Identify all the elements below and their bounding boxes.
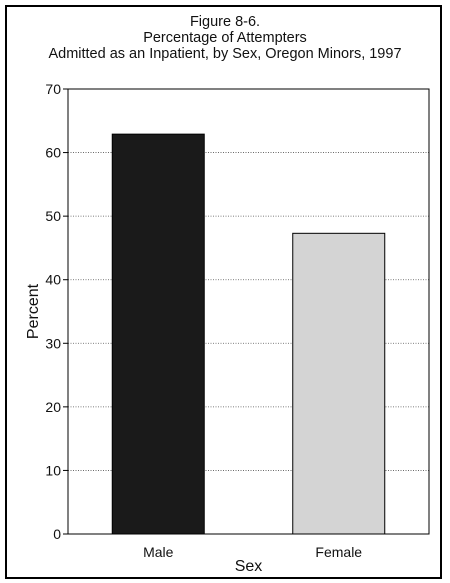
x-axis-label: Sex bbox=[235, 558, 263, 575]
bar-female bbox=[292, 232, 386, 535]
y-tick-label: 40 bbox=[45, 272, 61, 288]
bar-male bbox=[111, 133, 205, 535]
y-axis-label: Percent bbox=[25, 283, 42, 339]
y-tick-label: 70 bbox=[45, 81, 61, 97]
y-tick-label: 30 bbox=[45, 335, 61, 351]
y-tick-label: 20 bbox=[45, 399, 61, 415]
bars bbox=[111, 133, 386, 535]
chart-subtitle-line-1: Percentage of Attempters bbox=[143, 30, 307, 46]
axes: 0 10 20 30 40 50 60 70 Male Female bbox=[45, 81, 430, 560]
y-tick-label: 0 bbox=[53, 526, 61, 542]
y-tick-label: 60 bbox=[45, 145, 61, 161]
x-tick-label: Male bbox=[143, 544, 174, 560]
y-tick-label: 50 bbox=[45, 208, 61, 224]
y-tick-label: 10 bbox=[45, 462, 61, 478]
chart-title: Figure 8-6. bbox=[189, 14, 261, 30]
x-tick-label: Female bbox=[315, 544, 362, 560]
chart-subtitle-line-2: Admitted as an Inpatient, by Sex, Oregon… bbox=[48, 46, 402, 62]
plot-area-border bbox=[67, 88, 430, 535]
